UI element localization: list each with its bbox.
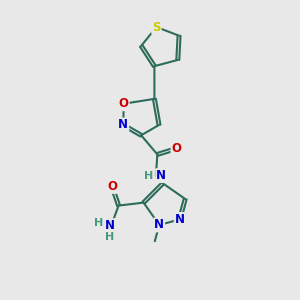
Text: N: N bbox=[156, 169, 166, 182]
Text: O: O bbox=[172, 142, 182, 155]
Text: H: H bbox=[94, 218, 104, 228]
Text: S: S bbox=[152, 20, 161, 34]
Text: N: N bbox=[118, 118, 128, 131]
Text: O: O bbox=[119, 97, 129, 110]
Text: H: H bbox=[105, 232, 114, 242]
Text: N: N bbox=[175, 213, 185, 226]
Text: O: O bbox=[107, 180, 117, 193]
Text: N: N bbox=[105, 219, 115, 232]
Text: H: H bbox=[144, 171, 153, 181]
Text: N: N bbox=[154, 218, 164, 231]
